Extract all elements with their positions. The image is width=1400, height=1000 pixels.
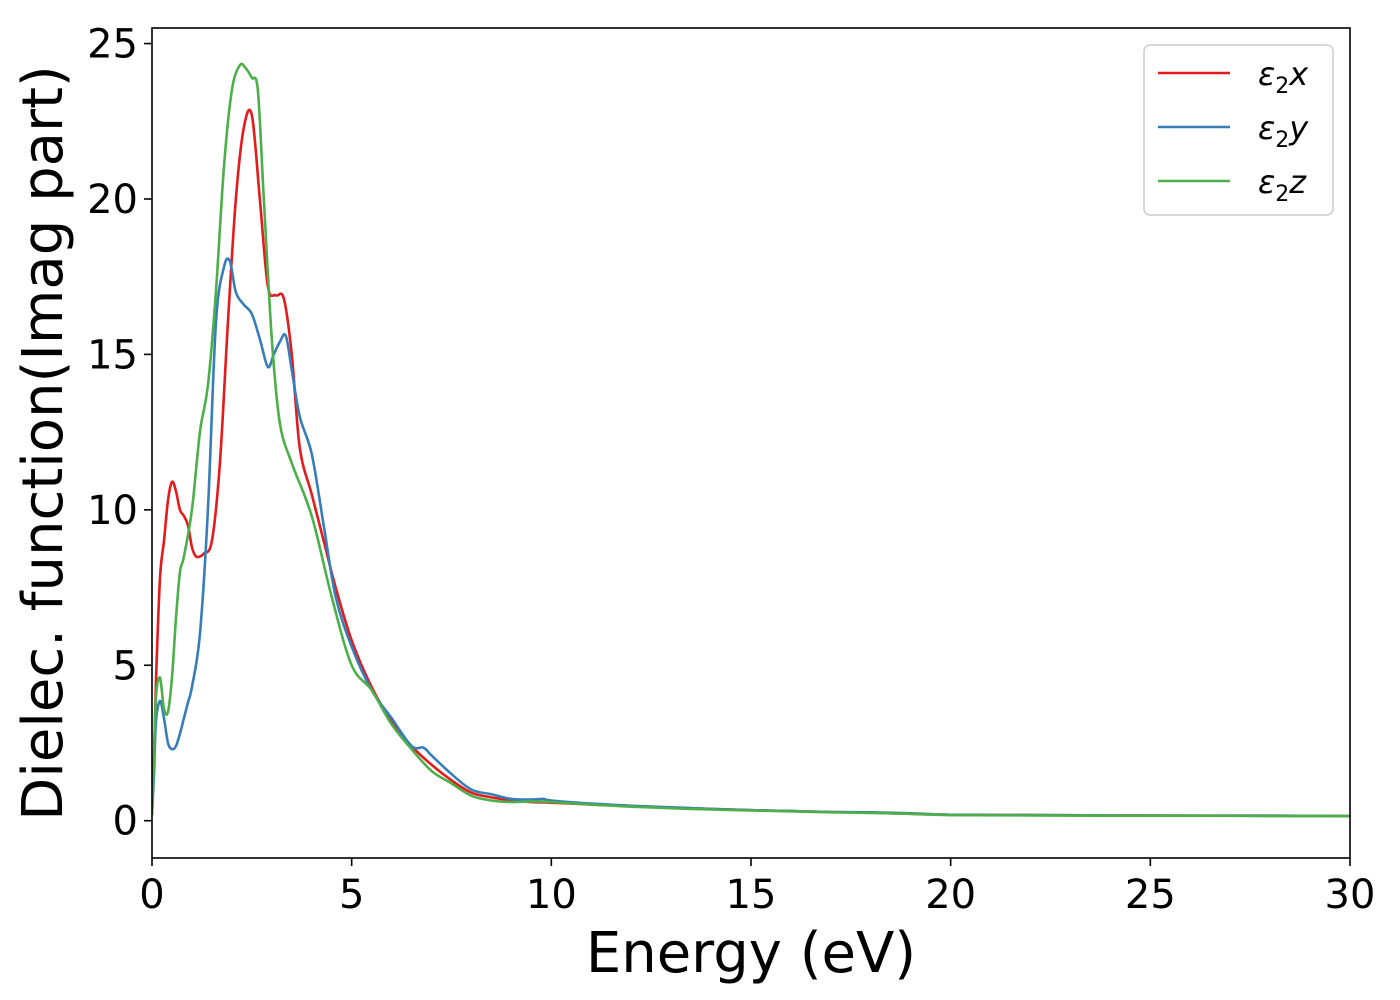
y-axis: 0 5 10 15 20 25 [87,22,152,845]
x-axis: 0 5 10 15 20 25 30 [139,858,1375,918]
x-tick-label: 30 [1325,872,1376,918]
y-tick-label: 5 [113,643,138,689]
x-tick-label: 5 [339,872,364,918]
x-tick-label: 15 [726,872,777,918]
y-tick-label: 10 [87,488,138,534]
y-tick-label: 15 [87,332,138,378]
legend-box [1143,44,1334,216]
x-axis-label: Energy (eV) [586,921,916,986]
series-line-z [152,62,1350,818]
x-tick-label: 20 [925,872,976,918]
legend-label-z: ε2z [1258,163,1307,207]
legend: ε2x ε2y ε2z [1143,44,1334,216]
series-layer [152,62,1350,818]
x-tick-label: 25 [1125,872,1176,918]
y-tick-label: 20 [87,177,138,223]
y-tick-label: 25 [87,22,138,68]
y-axis-label: Dielec. function(Imag part) [11,65,76,821]
legend-label-y: ε2y [1258,109,1309,153]
y-tick-label: 0 [113,799,138,845]
legend-label-x: ε2x [1258,55,1309,99]
x-tick-label: 0 [139,872,164,918]
x-tick-label: 10 [526,872,577,918]
